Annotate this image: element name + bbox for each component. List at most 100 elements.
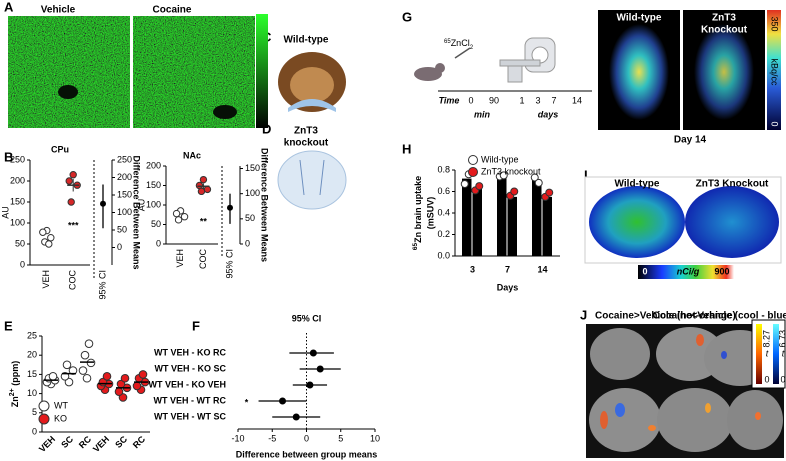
image-title: ZnT3 Knockout (696, 179, 769, 190)
y-tick-label: 250 (10, 154, 25, 164)
y2-tick-label: 50 (117, 224, 127, 234)
timeline-unit: days (538, 109, 559, 119)
timeline-tick: 0 (468, 95, 473, 105)
x-tick-label: RC (131, 434, 148, 451)
colorbar-tick: 0 (764, 374, 769, 384)
colorbar-label: kBq/cc (770, 58, 780, 86)
y-tick-label: 15 (27, 369, 37, 379)
mri-slice (657, 388, 733, 452)
scanner-icon (507, 65, 523, 83)
data-point (120, 373, 130, 383)
y-tick-label: 0.6 (437, 186, 450, 196)
timeline-label: Time (439, 95, 460, 105)
bar (462, 178, 472, 256)
y-tick-label: 0.0 (437, 250, 450, 260)
y-axis-label-part: 2+ (9, 388, 16, 396)
data-point (475, 182, 484, 191)
data-point (102, 372, 112, 381)
x-tick-label: 3 (470, 264, 475, 274)
estimate-point (279, 397, 287, 405)
data-point (82, 373, 92, 383)
colorbar-tick: 0 (780, 374, 785, 384)
caption: Day 14 (674, 135, 707, 146)
y-tick-label: 0.4 (437, 207, 450, 217)
y2-tick-label: 200 (117, 172, 132, 182)
data-point (86, 358, 96, 368)
data-point (545, 188, 554, 197)
data-point (48, 372, 58, 381)
data-point (499, 171, 508, 180)
colorbar (256, 14, 268, 128)
data-point (199, 175, 208, 184)
panel-letter: H (402, 141, 411, 156)
x-tick-label: VEH (41, 270, 51, 289)
data-point (78, 366, 88, 375)
chart-title: CPu (51, 144, 69, 154)
annotation: ** (200, 216, 208, 226)
data-point (174, 216, 183, 224)
y-axis-label-part: Zn brain uptake (413, 176, 423, 243)
image-title: Vehicle (41, 5, 76, 16)
x-tick-label: -5 (268, 433, 276, 443)
x-axis-label: Days (497, 282, 519, 292)
estimate-point (292, 413, 300, 421)
y-axis-label: AU (136, 199, 146, 212)
data-point (84, 339, 94, 348)
y2-tick-label: 0 (245, 238, 250, 248)
activation (648, 425, 656, 431)
colorbar-tick: 0 (642, 266, 647, 276)
x-tick-label: SC (59, 434, 75, 450)
y-tick-label: 150 (10, 196, 25, 206)
y-tick-label: 50 (151, 219, 161, 229)
colorbar-tick: 350 (770, 16, 780, 31)
timeline-unit: min (474, 109, 491, 119)
chart-title: 95% CI (292, 313, 322, 323)
ci-point (100, 200, 106, 207)
colorbar-label: nCi/g (677, 266, 700, 276)
y-axis-label-part: (ppm) (10, 361, 20, 389)
timeline-tick: 7 (551, 95, 556, 105)
y2-axis-label: Difference Between Means (260, 148, 270, 262)
annotation: *** (68, 220, 79, 230)
data-point (530, 173, 539, 182)
data-point (64, 377, 74, 387)
y-axis-label: 65Zn brain uptake (412, 176, 423, 250)
data-point (65, 177, 73, 185)
panel-letter: F (192, 318, 200, 333)
panel-letter: I (584, 167, 588, 182)
y-axis-label-part: Zn (10, 396, 20, 407)
brain-section (290, 67, 334, 103)
timeline-tick: 1 (519, 95, 524, 105)
y2-tick-label: 100 (117, 207, 132, 217)
brain-section (299, 159, 325, 196)
y2-tick-label: 250 (117, 154, 132, 164)
scanner-icon (499, 59, 541, 67)
timeline-tick: 3 (535, 95, 540, 105)
y-axis-label: AU (0, 206, 10, 219)
y-tick-label: 25 (27, 330, 37, 340)
legend-label: Wild-type (481, 154, 519, 164)
bar (532, 179, 542, 256)
activation (600, 411, 608, 429)
data-point (132, 381, 142, 391)
image-title: ZnT3 (712, 13, 736, 24)
image-title: Wild-type (617, 13, 662, 24)
x-tick-label: SC (113, 434, 129, 450)
data-point (67, 198, 75, 206)
y-tick-label: 150 (146, 180, 161, 190)
image-title: Wild-type (615, 179, 660, 190)
x-tick-label: 95% CI (224, 249, 234, 279)
y-tick-label: 0.2 (437, 229, 450, 239)
data-point (114, 387, 124, 396)
timeline-tick: 14 (572, 95, 582, 105)
estimate-point (309, 349, 317, 357)
x-tick-label: 7 (505, 264, 510, 274)
mri-slice (727, 390, 783, 450)
autoradiograph-signal (685, 186, 779, 258)
x-tick-label: COC (198, 249, 208, 270)
y-tick-label: 0.8 (437, 164, 450, 174)
chart-title: NAc (183, 150, 201, 160)
superscript: 65 (444, 39, 451, 45)
y-axis-label: Zn2+ (ppm) (9, 361, 20, 407)
panel-letter: D (262, 121, 271, 136)
